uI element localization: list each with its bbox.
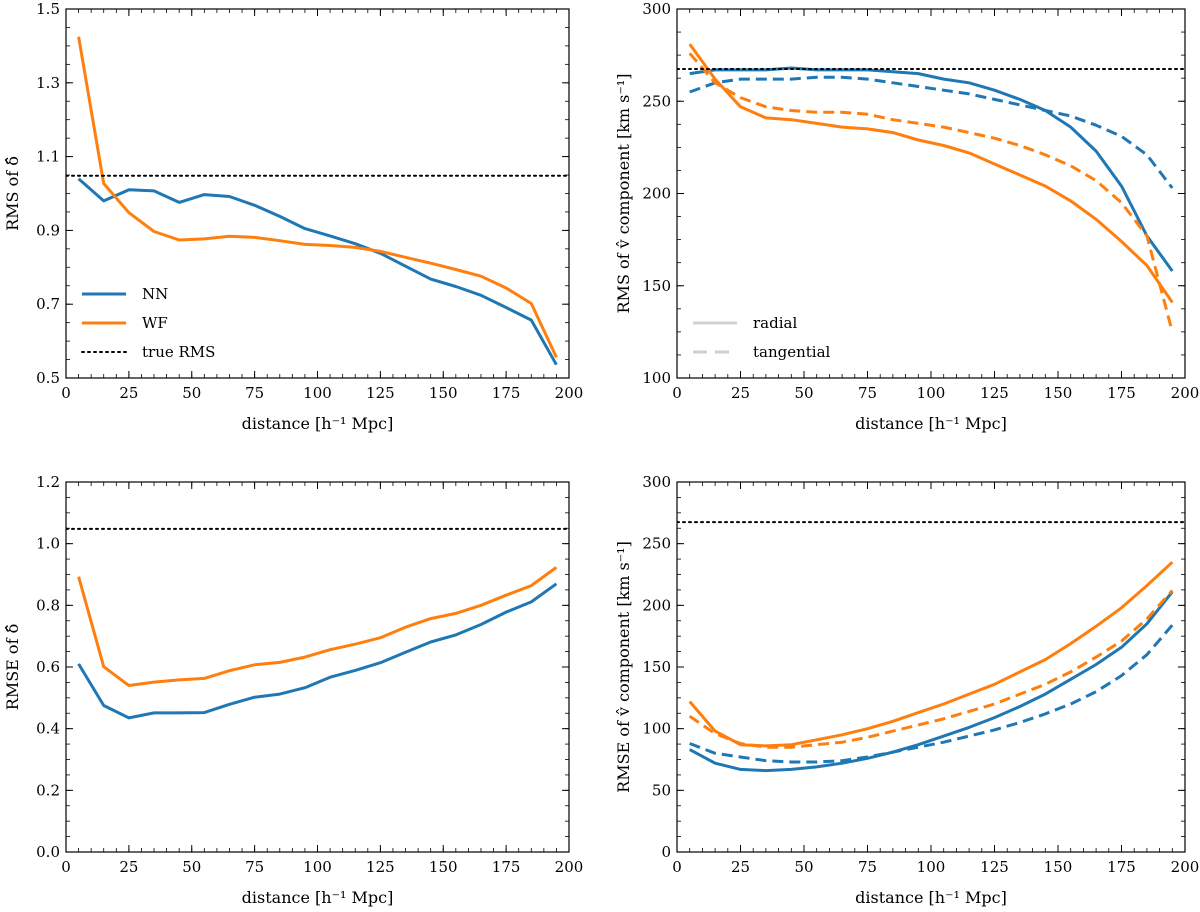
y-tick-label: 100 [642, 369, 671, 387]
y-tick-label: 300 [642, 0, 671, 18]
x-tick-label: 25 [731, 858, 750, 876]
panel-rms-delta: 0 25 50 75 100 125 150 175 200 0.5 0.7 0.9 1.1 1.3 1.5… [3, 0, 583, 433]
x-tick-label: 200 [1171, 858, 1200, 876]
x-tick-label: 100 [303, 384, 332, 402]
series-nn [77, 177, 558, 366]
y-tick-label: 50 [652, 781, 671, 799]
legend-label: true RMS [142, 343, 215, 361]
legend-label: WF [142, 314, 168, 332]
y-axis-label: RMS of v̂ component [km s⁻¹] [614, 74, 633, 314]
series-wf [77, 566, 558, 687]
legend-label: NN [142, 285, 168, 303]
series-nn-tangential [689, 624, 1174, 764]
y-tick-label: 150 [642, 277, 671, 295]
y-tick-label: 1.0 [36, 535, 60, 553]
x-tick-label: 25 [119, 858, 138, 876]
x-tick-label: 0 [61, 384, 71, 402]
x-tick-label: 75 [245, 858, 264, 876]
plot-frame [676, 481, 1186, 853]
y-tick-label: 200 [642, 185, 671, 203]
y-tick-label: 150 [642, 658, 671, 676]
y-tick-label: 0.8 [36, 596, 60, 614]
y-tick-label: 250 [642, 535, 671, 553]
x-tick-label: 200 [1171, 384, 1200, 402]
x-tick-label: 75 [858, 384, 877, 402]
x-tick-label: 50 [794, 384, 813, 402]
x-tick-label: 50 [182, 858, 201, 876]
series-nn [77, 582, 558, 720]
x-tick-label: 175 [1107, 858, 1136, 876]
x-tick-label: 25 [119, 384, 138, 402]
x-tick-label: 0 [61, 858, 71, 876]
y-tick-label: 200 [642, 596, 671, 614]
y-tick-label: 0 [661, 843, 671, 861]
legend: radial tangential [693, 314, 831, 361]
x-tick-label: 125 [980, 384, 1009, 402]
x-tick-label: 150 [1044, 858, 1073, 876]
y-tick-label: 1.3 [36, 74, 60, 92]
plot-frame [65, 481, 570, 853]
x-tick-label: 25 [731, 384, 750, 402]
y-tick-label: 1.1 [36, 148, 60, 166]
y-tick-label: 0.2 [36, 781, 60, 799]
x-tick-label: 200 [555, 384, 584, 402]
y-tick-label: 0.4 [36, 720, 60, 738]
x-tick-label: 100 [917, 858, 946, 876]
series-wf-tangential [688, 52, 1174, 333]
x-tick-label: 75 [245, 384, 264, 402]
x-axis-label: distance [h⁻¹ Mpc] [242, 888, 394, 907]
x-tick-label: 50 [182, 384, 201, 402]
y-tick-label: 0.5 [36, 369, 60, 387]
x-tick-label: 175 [492, 384, 521, 402]
legend-label: tangential [753, 343, 831, 361]
x-tick-label: 100 [917, 384, 946, 402]
y-axis-label: RMSE of v̂ component [km s⁻¹] [614, 541, 633, 793]
x-tick-label: 100 [303, 858, 332, 876]
legend-label: radial [753, 314, 797, 332]
x-tick-label: 0 [672, 384, 682, 402]
x-tick-label: 150 [1044, 384, 1073, 402]
y-tick-label: 1.5 [36, 0, 60, 18]
y-axis-label: RMSE of δ̂ [3, 624, 22, 710]
x-tick-label: 125 [980, 858, 1009, 876]
y-tick-label: 1.2 [36, 473, 60, 491]
x-tick-label: 175 [492, 858, 521, 876]
x-tick-label: 50 [794, 858, 813, 876]
plot-frame [676, 8, 1186, 379]
series-nn-tangential [689, 75, 1174, 189]
panel-rmse-delta: 0 25 50 75 100 125 150 175 200 0.0 0.2 0.4 0.6 0.8 1.0… [3, 473, 583, 907]
x-tick-label: 125 [366, 384, 395, 402]
x-axis-label: distance [h⁻¹ Mpc] [855, 414, 1007, 433]
y-tick-label: 0.0 [36, 843, 60, 861]
x-axis-label: distance [h⁻¹ Mpc] [242, 414, 394, 433]
y-tick-label: 100 [642, 720, 671, 738]
y-tick-label: 300 [642, 473, 671, 491]
x-tick-label: 150 [429, 858, 458, 876]
y-tick-label: 0.7 [36, 295, 60, 313]
legend: NN WF true RMS [81, 285, 215, 361]
x-tick-label: 125 [366, 858, 395, 876]
y-tick-label: 0.6 [36, 658, 60, 676]
series-nn-radial [689, 66, 1174, 272]
series-nn-radial [688, 590, 1174, 773]
x-axis-label: distance [h⁻¹ Mpc] [855, 888, 1007, 907]
y-tick-label: 0.9 [36, 221, 60, 239]
y-tick-label: 250 [642, 92, 671, 110]
series-wf-tangential [688, 589, 1174, 749]
series-wf [77, 36, 558, 358]
x-tick-label: 150 [429, 384, 458, 402]
series-wf-radial [688, 43, 1174, 304]
x-tick-label: 0 [672, 858, 682, 876]
x-tick-label: 200 [555, 858, 584, 876]
x-tick-label: 75 [858, 858, 877, 876]
plot-frame [65, 8, 570, 379]
x-tick-label: 175 [1107, 384, 1136, 402]
panel-rms-v: 0 25 50 75 100 125 150 175 200 100 150 200 250 300 dis… [614, 0, 1199, 433]
y-axis-label: RMS of δ̂ [3, 156, 22, 231]
panel-rmse-v: 0 25 50 75 100 125 150 175 200 0 50 100 150 200 250 300… [614, 473, 1199, 907]
